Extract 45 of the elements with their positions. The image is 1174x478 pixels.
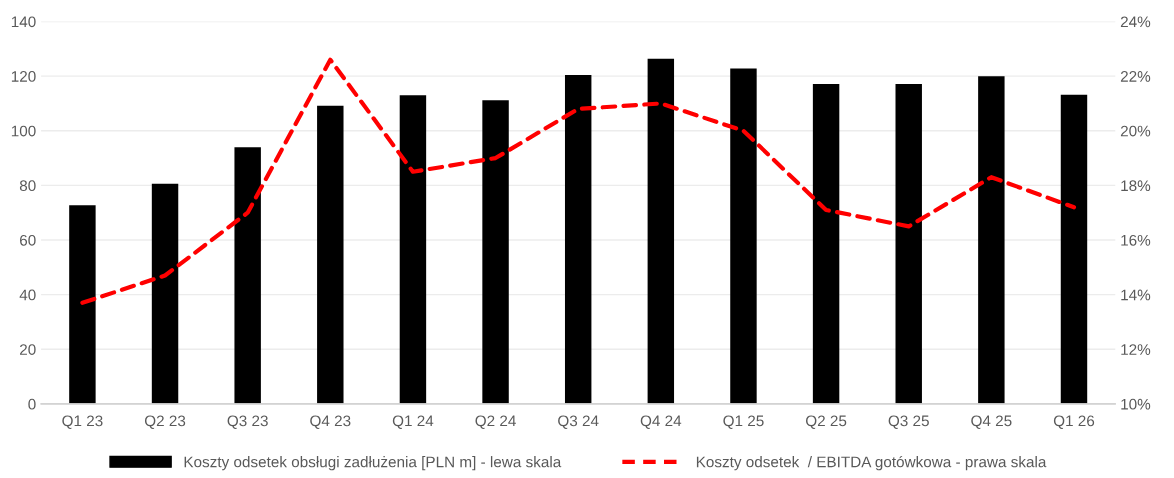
x-tick-label: Q1 23 xyxy=(62,415,103,429)
y-tick-label: 140 xyxy=(11,16,36,28)
y-tick-label: 40 xyxy=(19,289,36,301)
y2-tick-label: 20% xyxy=(1120,125,1151,137)
x-tick-label: Q4 23 xyxy=(310,415,351,429)
line-series xyxy=(80,57,1077,305)
bar xyxy=(895,84,922,404)
x-tick-label: Q1 25 xyxy=(723,415,764,429)
y2-tick-label: 22% xyxy=(1120,71,1151,82)
y2-tick-label: 10% xyxy=(1121,398,1151,410)
x-tick-label: Q1 24 xyxy=(392,415,434,429)
x-tick-label: Q1 26 xyxy=(1053,415,1095,429)
bar xyxy=(978,76,1005,404)
y2-tick-label: 12% xyxy=(1121,344,1151,355)
bar xyxy=(151,183,179,404)
y2-tick-label: 16% xyxy=(1121,234,1151,246)
y-tick-label: 120 xyxy=(11,71,36,82)
x-tick-label: Q3 23 xyxy=(227,415,268,429)
x-tick-label: Q4 25 xyxy=(971,415,1012,429)
y2-tick-label: 14% xyxy=(1121,289,1151,301)
x-tick-label: Q2 25 xyxy=(806,415,847,429)
bar xyxy=(1060,94,1088,404)
y-tick-label: 0 xyxy=(28,398,36,410)
x-tick-label: Q3 24 xyxy=(558,415,599,429)
legend-label: Koszty odsetek / EBITDA gotówkowa - prawa skala xyxy=(696,455,1047,471)
bar xyxy=(647,58,675,404)
x-tick-label: Q3 25 xyxy=(888,415,929,429)
bar xyxy=(399,95,427,404)
bar xyxy=(317,105,344,404)
bar xyxy=(482,100,509,404)
x-tick-label: Q2 24 xyxy=(475,415,516,429)
y-tick-label: 100 xyxy=(11,125,36,137)
x-tick-label: Q2 23 xyxy=(144,415,186,429)
bar xyxy=(564,75,592,404)
y2-tick-label: 18% xyxy=(1121,180,1151,192)
bar xyxy=(234,147,261,404)
x-tick-label: Q4 24 xyxy=(640,415,682,429)
y-tick-label: 20 xyxy=(20,344,36,355)
bar xyxy=(69,205,96,404)
y2-tick-label: 24% xyxy=(1120,16,1151,28)
y-tick-label: 80 xyxy=(19,180,36,192)
y-tick-label: 60 xyxy=(20,234,36,246)
legend-label: Koszty odsetek obsługi zadłużenia [PLN m] - lewa skala xyxy=(184,456,562,471)
bar xyxy=(812,84,840,404)
bar xyxy=(730,68,757,404)
